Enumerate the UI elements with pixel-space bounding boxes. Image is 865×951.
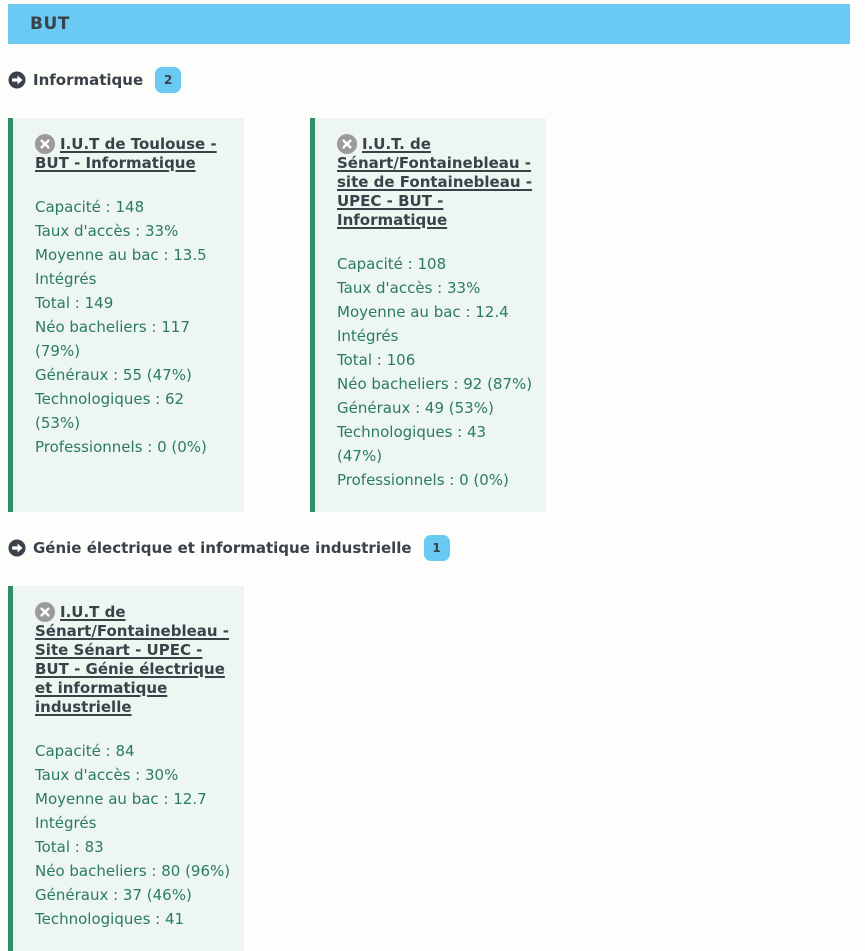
cards-row: I.U.T de Toulouse - BUT - Informatique C… xyxy=(8,118,865,512)
section-label: Informatique xyxy=(33,71,144,89)
formation-link[interactable]: I.U.T. de Sénart/Fontainebleau - site de… xyxy=(337,135,532,229)
stat-line: Capacité : 84 xyxy=(35,742,135,760)
stat-line: Technologiques : 41 xyxy=(35,910,185,928)
stat-line: Taux d'accès : 33% xyxy=(337,279,481,297)
stat-line: Professionnels : 0 (0%) xyxy=(35,438,207,456)
stat-line: Généraux : 49 (53%) xyxy=(337,399,494,417)
card-title: I.U.T de Sénart/Fontainebleau - Site Sén… xyxy=(35,602,232,717)
group-header-but[interactable]: BUT xyxy=(8,4,850,44)
count-badge: 2 xyxy=(155,67,182,93)
card-stats: Capacité : 148 Taux d'accès : 33% Moyenn… xyxy=(35,195,232,459)
formation-card: I.U.T de Toulouse - BUT - Informatique C… xyxy=(8,118,244,512)
stat-line: Total : 149 xyxy=(35,294,114,312)
card-title: I.U.T de Toulouse - BUT - Informatique xyxy=(35,134,232,173)
cards-row: I.U.T de Sénart/Fontainebleau - Site Sén… xyxy=(8,586,865,951)
arrow-circle-right-icon xyxy=(8,539,26,557)
formation-card: I.U.T de Sénart/Fontainebleau - Site Sén… xyxy=(8,586,244,951)
stat-line: Total : 106 xyxy=(337,351,416,369)
stat-line: Moyenne au bac : 12.4 xyxy=(337,303,509,321)
arrow-circle-right-icon xyxy=(8,71,26,89)
stat-line: Intégrés xyxy=(35,270,97,288)
stat-line: Intégrés xyxy=(337,327,399,345)
formation-link[interactable]: I.U.T de Toulouse - BUT - Informatique xyxy=(35,135,217,172)
remove-formation-icon[interactable] xyxy=(35,602,55,622)
stat-line: Intégrés xyxy=(35,814,97,832)
stat-line: Néo bacheliers : 92 (87%) xyxy=(337,375,533,393)
stat-line: Moyenne au bac : 13.5 xyxy=(35,246,207,264)
remove-formation-icon[interactable] xyxy=(35,134,55,154)
remove-formation-icon[interactable] xyxy=(337,134,357,154)
stat-line: Néo bacheliers : 117 (79%) xyxy=(35,318,190,360)
stat-line: Technologiques : 62 (53%) xyxy=(35,390,185,432)
card-title: I.U.T. de Sénart/Fontainebleau - site de… xyxy=(337,134,534,230)
stat-line: Moyenne au bac : 12.7 xyxy=(35,790,207,808)
stat-line: Capacité : 108 xyxy=(337,255,447,273)
stat-line: Néo bacheliers : 80 (96%) xyxy=(35,862,231,880)
section-header-informatique: Informatique 2 xyxy=(8,66,865,94)
card-stats: Capacité : 108 Taux d'accès : 33% Moyenn… xyxy=(337,252,534,492)
stat-line: Généraux : 55 (47%) xyxy=(35,366,192,384)
section-label: Génie électrique et informatique industr… xyxy=(33,539,412,557)
formation-card: I.U.T. de Sénart/Fontainebleau - site de… xyxy=(310,118,546,512)
group-title: BUT xyxy=(30,14,70,34)
stat-line: Taux d'accès : 30% xyxy=(35,766,179,784)
card-stats: Capacité : 84 Taux d'accès : 30% Moyenne… xyxy=(35,739,232,931)
stat-line: Total : 83 xyxy=(35,838,104,856)
count-badge: 1 xyxy=(423,535,450,561)
stat-line: Technologiques : 43 (47%) xyxy=(337,423,487,465)
stat-line: Capacité : 148 xyxy=(35,198,145,216)
section-header-genie-electrique: Génie électrique et informatique industr… xyxy=(8,534,865,562)
stat-line: Professionnels : 0 (0%) xyxy=(337,471,509,489)
stat-line: Taux d'accès : 33% xyxy=(35,222,179,240)
stat-line: Généraux : 37 (46%) xyxy=(35,886,192,904)
formation-link[interactable]: I.U.T de Sénart/Fontainebleau - Site Sén… xyxy=(35,603,230,716)
